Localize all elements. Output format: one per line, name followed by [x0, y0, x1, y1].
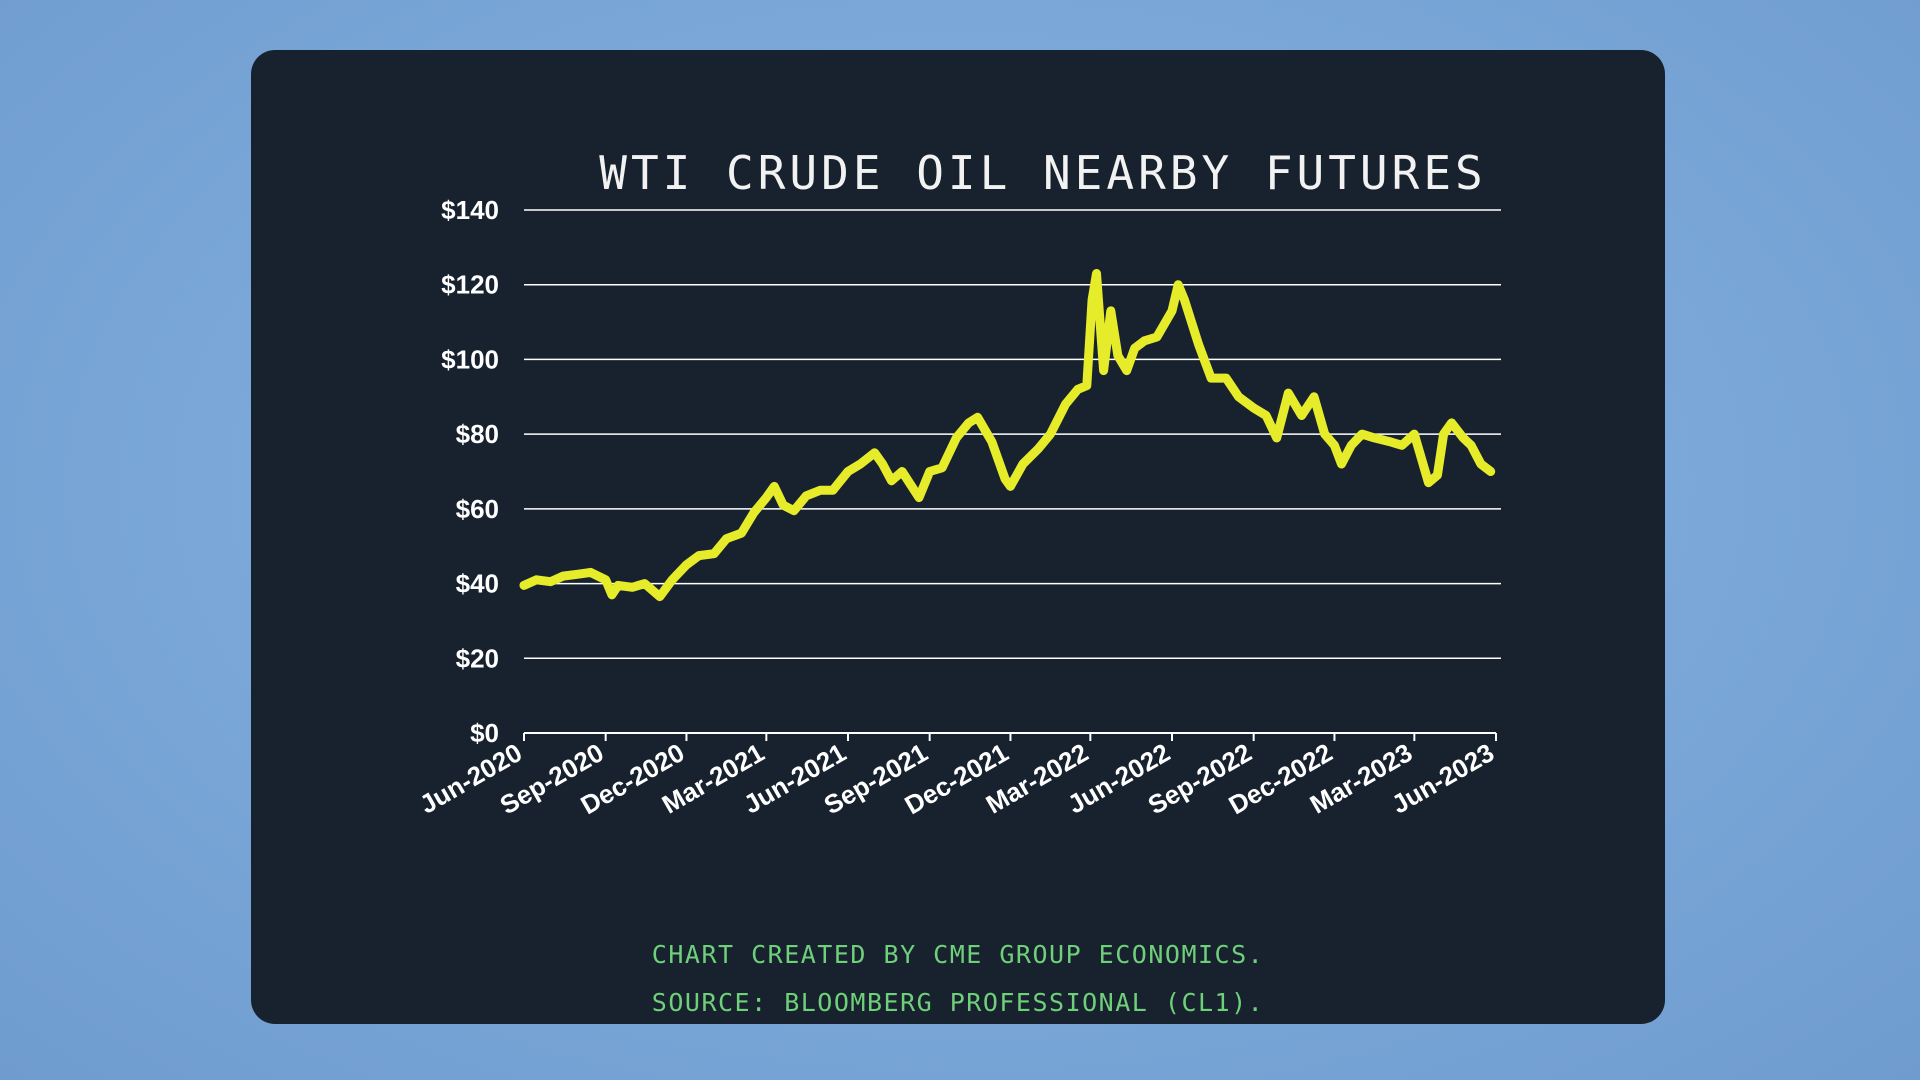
y-tick-label: $100: [441, 344, 499, 374]
chart-credit: CHART CREATED BY CME GROUP ECONOMICS.: [651, 940, 1265, 969]
y-axis-tick-labels: $0 $20 $40 $60 $80 $100 $120 $140: [441, 195, 499, 748]
y-tick-label: $140: [441, 195, 499, 225]
series-layer: [519, 269, 1496, 602]
chart-source: SOURCE: BLOOMBERG PROFESSIONAL (CL1).: [651, 988, 1265, 1017]
chart-title: WTI CRUDE OIL NEARBY FUTURES: [599, 146, 1487, 200]
y-tick-label: $80: [456, 419, 499, 449]
series-line-0: [519, 269, 1496, 602]
x-axis-tick-labels: Jun-2020Sep-2020Dec-2020Mar-2021Jun-2021…: [414, 737, 1499, 820]
y-tick-label: $40: [456, 569, 499, 599]
y-tick-label: $0: [470, 718, 499, 748]
y-tick-label: $60: [456, 494, 499, 524]
y-tick-label: $120: [441, 270, 499, 300]
gridlines: [524, 209, 1501, 660]
chart-card: WTI CRUDE OIL NEARBY FUTURES $0 $20 $40 $60…: [251, 50, 1665, 1024]
y-tick-label: $20: [456, 643, 499, 673]
x-axis: [523, 732, 1497, 741]
line-chart: $0 $20 $40 $60 $80 $100 $120 $140 Jun-2020Sep-2…: [414, 195, 1501, 820]
